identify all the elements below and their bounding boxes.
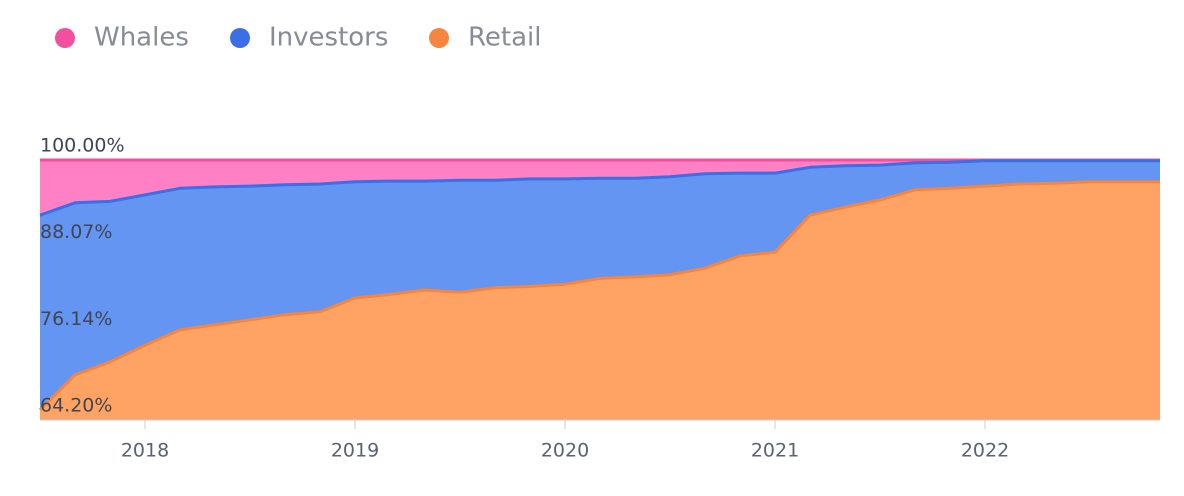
legend-swatch	[55, 28, 75, 48]
x-tick-label: 2020	[541, 440, 589, 462]
legend-item: Investors	[230, 23, 388, 53]
legend-label: Investors	[269, 23, 388, 53]
legend-label: Whales	[94, 23, 189, 53]
legend-item: Retail	[429, 23, 541, 53]
x-tick-label: 2022	[961, 440, 1009, 462]
y-tick-label: 88.07%	[40, 221, 112, 243]
area	[40, 181, 1160, 420]
y-tick-label: 100.00%	[40, 135, 125, 157]
area	[40, 160, 1160, 216]
area	[40, 160, 1160, 410]
x-tick-label: 2018	[121, 440, 169, 462]
x-tick-label: 2021	[751, 440, 799, 462]
legend-item: Whales	[55, 23, 189, 53]
legend-swatch	[230, 28, 250, 48]
y-tick-label: 64.20%	[40, 395, 112, 417]
area-edge	[39, 159, 1160, 217]
legend-label: Retail	[468, 23, 541, 53]
area-edge	[38, 180, 1160, 411]
x-tick-label: 2019	[331, 440, 379, 462]
legend-swatch	[429, 28, 449, 48]
y-tick-label: 76.14%	[40, 308, 112, 330]
